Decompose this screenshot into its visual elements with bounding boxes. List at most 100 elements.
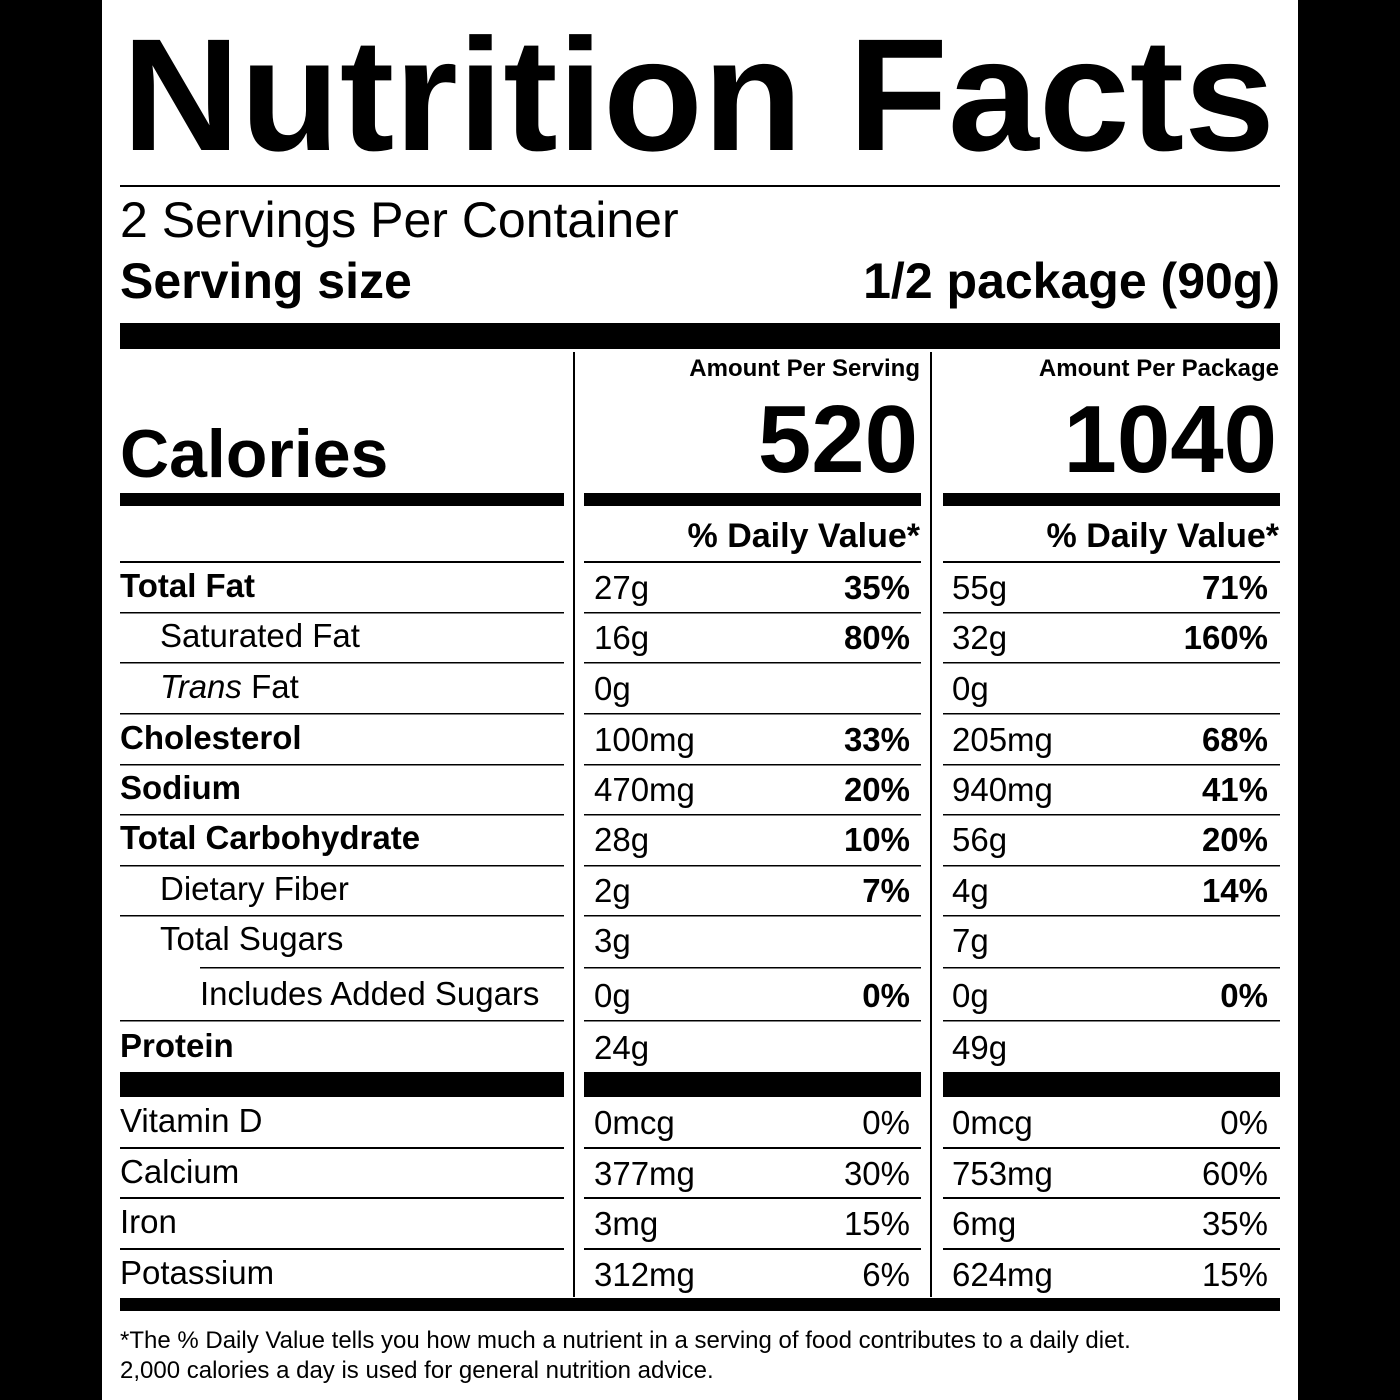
nutrient-name-text: Dietary Fiber: [160, 870, 349, 907]
amount: 0mcg: [594, 1104, 675, 1141]
calories-value: 1040: [1063, 386, 1277, 493]
nutrient-name-text: Saturated Fat: [160, 617, 360, 654]
amount: 205mg: [952, 721, 1053, 758]
thick-rule: [120, 1072, 564, 1097]
nutrient-name: Total Carbohydrate: [120, 819, 420, 856]
amount: 0g: [594, 670, 631, 707]
amount: 0g: [952, 670, 989, 707]
daily-value: 30%: [844, 1155, 910, 1192]
nutrient-name: Cholesterol: [120, 719, 302, 756]
rule: [584, 612, 921, 614]
daily-value: 0%: [862, 1104, 910, 1141]
nutrient-name: Total Sugars: [160, 920, 343, 957]
daily-value: 20%: [1202, 821, 1268, 858]
rule: [943, 1248, 1280, 1250]
column-divider: [573, 352, 575, 1297]
thick-rule: [584, 493, 921, 506]
dv-header: % Daily Value*: [688, 517, 921, 555]
rule: [584, 764, 921, 766]
calories-label: Calories: [120, 416, 388, 492]
amount: 4g: [952, 872, 989, 909]
amount: 100mg: [594, 721, 695, 758]
vitamin-name: Vitamin D: [120, 1102, 262, 1139]
rule: [943, 814, 1280, 816]
rule: [120, 915, 564, 917]
rule: [943, 967, 1280, 969]
rule: [120, 185, 1280, 187]
amount: 0g: [952, 977, 989, 1014]
rule: [943, 764, 1280, 766]
footnote: 2,000 calories a day is used for general…: [120, 1357, 714, 1384]
daily-value: 33%: [844, 721, 910, 758]
daily-value: 71%: [1202, 569, 1268, 606]
rule: [120, 814, 564, 816]
daily-value: 15%: [844, 1205, 910, 1242]
thick-rule: [120, 323, 1280, 349]
rule: [584, 662, 921, 664]
nutrient-name-text: Total Fat: [120, 567, 255, 604]
rule: [120, 865, 564, 867]
rule: [584, 561, 921, 563]
daily-value: 160%: [1184, 619, 1268, 656]
rule: [943, 1197, 1280, 1199]
daily-value: 14%: [1202, 872, 1268, 909]
rule: [943, 1020, 1280, 1022]
column-header: Amount Per Serving: [689, 355, 920, 382]
column-header: Amount Per Package: [1039, 355, 1279, 382]
amount: 312mg: [594, 1256, 695, 1293]
amount: 2g: [594, 872, 631, 909]
rule: [120, 662, 564, 664]
vitamin-name: Iron: [120, 1203, 177, 1240]
rule: [120, 1020, 564, 1022]
nutrient-name: Total Fat: [120, 567, 255, 604]
rule: [584, 915, 921, 917]
amount: 624mg: [952, 1256, 1053, 1293]
rule: [584, 865, 921, 867]
rule: [584, 814, 921, 816]
rule: [584, 1147, 921, 1149]
nutrient-name-prefix: Trans: [160, 668, 242, 705]
daily-value: 0%: [1220, 1104, 1268, 1141]
amount: 24g: [594, 1029, 649, 1066]
rule: [943, 865, 1280, 867]
title: Nutrition Facts: [122, 5, 1275, 184]
servings: 2 Servings Per Container: [120, 192, 679, 248]
calories-value: 520: [758, 386, 918, 493]
nutrient-name-text: Total Carbohydrate: [120, 819, 420, 856]
amount: 377mg: [594, 1155, 695, 1192]
thick-rule: [943, 1072, 1280, 1097]
daily-value: 10%: [844, 821, 910, 858]
rule: [120, 764, 564, 766]
nutrient-name: Dietary Fiber: [160, 870, 349, 907]
amount: 940mg: [952, 771, 1053, 808]
amount: 470mg: [594, 771, 695, 808]
rule: [200, 967, 564, 969]
column-divider: [930, 352, 932, 1297]
daily-value: 35%: [844, 569, 910, 606]
rule: [584, 713, 921, 715]
nutrient-name-space: [242, 668, 251, 705]
thick-rule: [120, 493, 564, 506]
amount: 49g: [952, 1029, 1007, 1066]
daily-value: 20%: [844, 771, 910, 808]
daily-value: 6%: [862, 1256, 910, 1293]
thick-rule: [120, 1298, 1280, 1311]
amount: 6mg: [952, 1205, 1016, 1242]
daily-value: 68%: [1202, 721, 1268, 758]
amount: 3mg: [594, 1205, 658, 1242]
daily-value: 35%: [1202, 1205, 1268, 1242]
nutrient-name: Sodium: [120, 769, 241, 806]
rule: [584, 1020, 921, 1022]
amount: 56g: [952, 821, 1007, 858]
daily-value: 0%: [1220, 977, 1268, 1014]
rule: [943, 1147, 1280, 1149]
amount: 28g: [594, 821, 649, 858]
vitamin-name: Calcium: [120, 1153, 239, 1190]
thick-rule: [943, 493, 1280, 506]
rule: [120, 713, 564, 715]
rule: [584, 1197, 921, 1199]
daily-value: 60%: [1202, 1155, 1268, 1192]
nutrient-name-text: Sodium: [120, 769, 241, 806]
nutrient-name-text: Protein: [120, 1027, 234, 1064]
rule: [943, 713, 1280, 715]
